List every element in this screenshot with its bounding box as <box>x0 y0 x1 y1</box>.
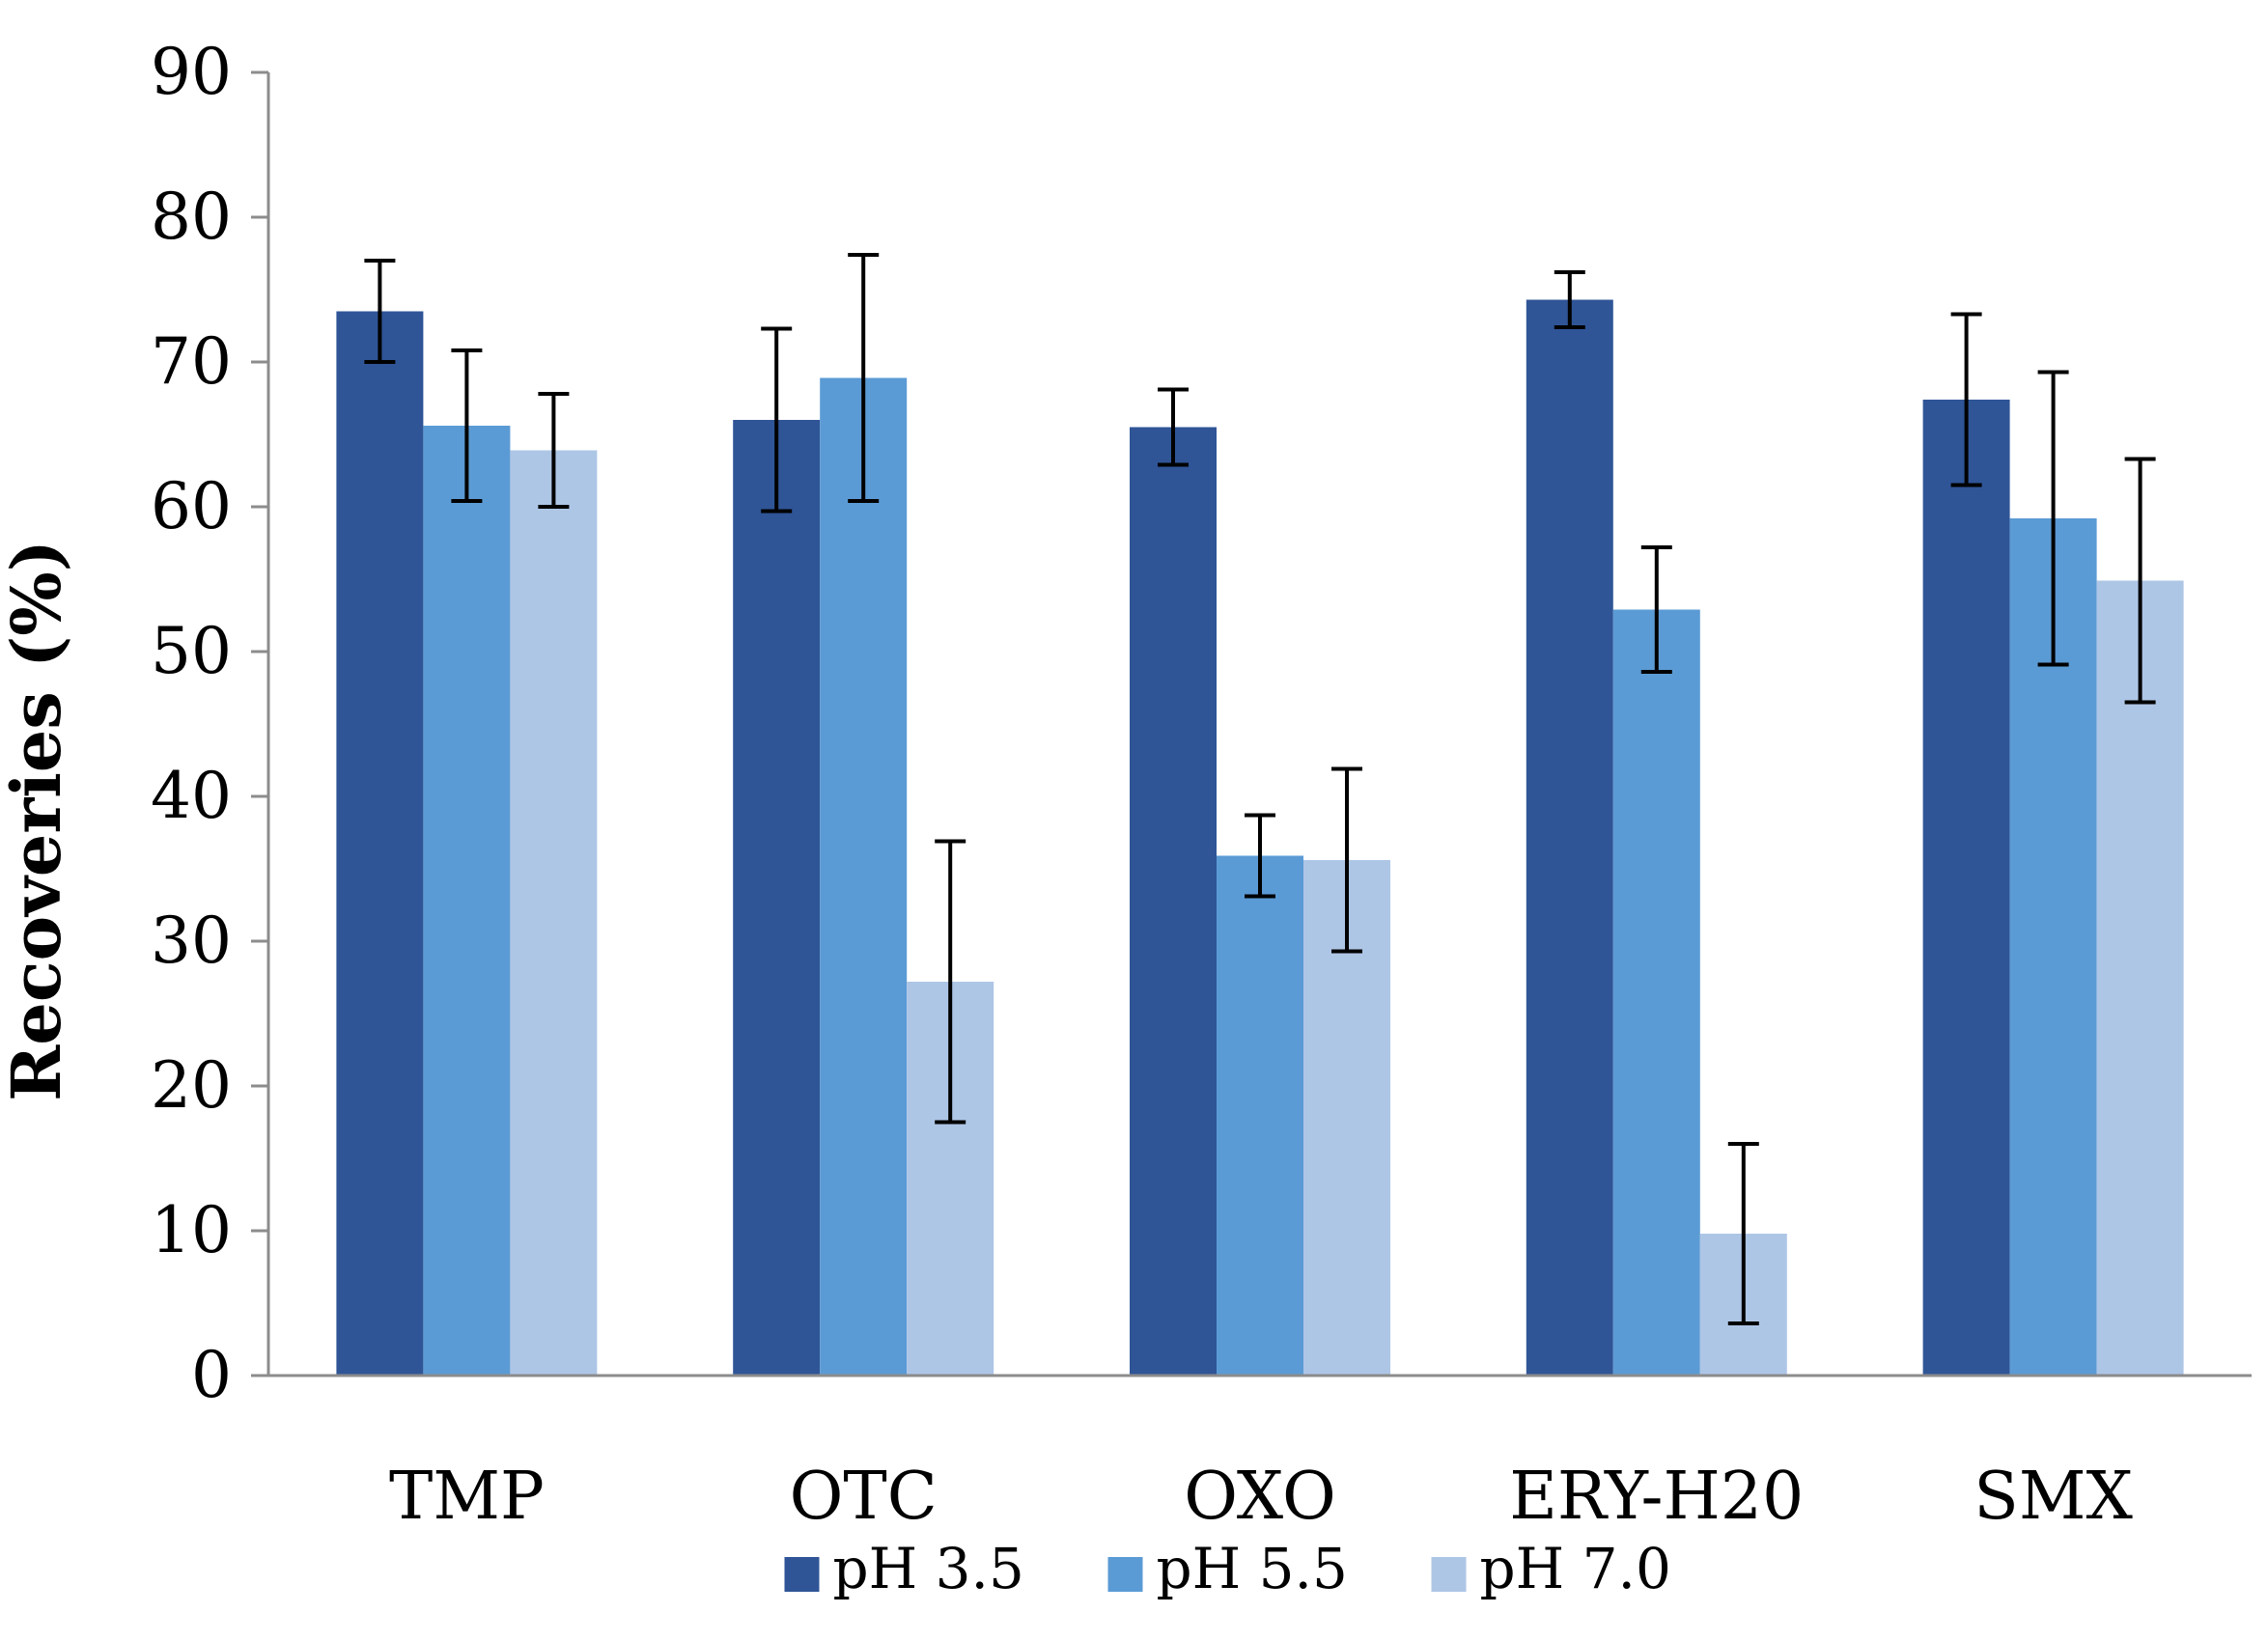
x-category-label: OXO <box>1184 1459 1336 1535</box>
bar-otc-series-1 <box>733 420 821 1376</box>
y-tick-label: 50 <box>151 614 232 688</box>
legend-label-series-1: pH 3.5 <box>833 1536 1024 1601</box>
bar-smx-series-3 <box>2096 580 2184 1376</box>
axes <box>266 72 2252 1377</box>
error-bars <box>364 253 2156 1325</box>
x-category-label: ERY-H20 <box>1509 1459 1804 1535</box>
bar-tmp-series-1 <box>336 311 424 1376</box>
y-axis-label-group: Recoveries (%) <box>0 540 76 1101</box>
x-category-label: OTC <box>790 1459 938 1535</box>
y-axis-label: Recoveries (%) <box>0 540 76 1101</box>
bar-tmp-series-2 <box>423 426 511 1376</box>
bar-oxo-series-2 <box>1217 855 1303 1376</box>
x-category-label: TMP <box>389 1459 545 1535</box>
legend-label-series-3: pH 7.0 <box>1480 1536 1671 1601</box>
bar-otc-series-2 <box>820 377 908 1376</box>
bar-tmp-series-3 <box>510 450 598 1376</box>
bars <box>336 299 2184 1376</box>
y-tick-label: 20 <box>151 1048 232 1123</box>
y-tick-label: 60 <box>151 469 232 543</box>
y-tick-label: 0 <box>191 1338 232 1412</box>
bar-ery-h20-series-2 <box>1612 609 1700 1376</box>
x-category-label: SMX <box>1974 1459 2133 1535</box>
y-tick-label: 80 <box>151 180 232 254</box>
bar-oxo-series-1 <box>1130 427 1217 1376</box>
x-axis-category-labels: TMP OTC OXO ERY-H20 SMX <box>389 1459 2133 1535</box>
bar-ery-h20-series-1 <box>1526 299 1613 1376</box>
y-tick-label: 70 <box>151 324 232 399</box>
y-tick-label: 40 <box>151 759 232 833</box>
y-tick-label: 10 <box>151 1193 232 1267</box>
y-tick-label: 90 <box>151 35 232 109</box>
bar-smx-series-1 <box>1922 400 2010 1376</box>
y-axis-ticks: 0 10 20 30 40 50 60 70 80 90 <box>151 35 268 1412</box>
legend-swatch-series-1 <box>784 1557 820 1592</box>
legend-swatch-series-3 <box>1431 1557 1467 1592</box>
legend-label-series-2: pH 5.5 <box>1157 1536 1348 1601</box>
y-tick-label: 30 <box>151 904 232 978</box>
legend: pH 3.5 pH 5.5 pH 7.0 <box>784 1536 1671 1601</box>
legend-swatch-series-2 <box>1107 1557 1143 1592</box>
